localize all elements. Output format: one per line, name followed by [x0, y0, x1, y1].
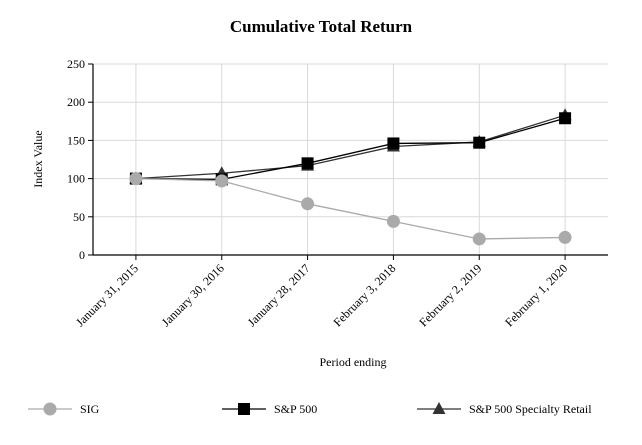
series-0 — [129, 172, 572, 246]
x-tick-label: February 3, 2018 — [330, 261, 398, 329]
series-lines — [129, 108, 572, 246]
x-tick-label: January 31, 2015 — [73, 261, 141, 329]
data-point — [472, 232, 486, 246]
legend-marker — [43, 402, 57, 416]
legend-item: SIG — [28, 402, 100, 416]
chart-title: Cumulative Total Return — [230, 17, 413, 36]
grid — [93, 63, 608, 255]
x-tick-labels: January 31, 2015 January 30, 2016 January … — [73, 261, 570, 329]
data-point — [559, 112, 572, 125]
y-tick-label: 150 — [67, 133, 85, 147]
axes — [88, 63, 608, 260]
y-tick-label: 250 — [67, 57, 85, 71]
series-2 — [129, 108, 572, 184]
x-tick-label: January 30, 2016 — [159, 261, 227, 329]
x-tick-label: February 1, 2020 — [502, 261, 570, 329]
data-point — [301, 157, 314, 170]
series-line — [135, 117, 566, 181]
x-axis-label: Period ending — [320, 355, 387, 369]
y-tick-label: 50 — [73, 210, 85, 224]
x-tick-label: January 28, 2017 — [245, 261, 313, 329]
y-tick-label: 200 — [67, 95, 85, 109]
legend-marker — [432, 402, 446, 414]
data-point — [129, 172, 143, 186]
series-line — [135, 114, 566, 180]
x-tick-label: February 2, 2019 — [416, 261, 484, 329]
y-tick-label: 0 — [79, 248, 85, 262]
legend-label: S&P 500 — [274, 402, 317, 416]
y-axis-label: Index Value — [31, 130, 45, 187]
series-line — [135, 177, 566, 240]
data-point — [215, 174, 229, 188]
data-point — [387, 137, 400, 150]
legend-item: S&P 500 Specialty Retail — [417, 402, 592, 416]
data-point — [473, 136, 486, 149]
data-point — [558, 230, 572, 244]
legend-label: SIG — [80, 402, 100, 416]
data-point — [386, 214, 400, 228]
legend-label: S&P 500 Specialty Retail — [469, 402, 592, 416]
y-tick-labels: 0 50 100 150 200 250 — [67, 57, 85, 262]
legend: SIG S&P 500 S&P 500 Specialty Retail — [28, 402, 592, 416]
y-tick-label: 100 — [67, 172, 85, 186]
data-point — [301, 197, 315, 211]
legend-item: S&P 500 — [222, 402, 317, 416]
legend-marker — [238, 403, 250, 415]
